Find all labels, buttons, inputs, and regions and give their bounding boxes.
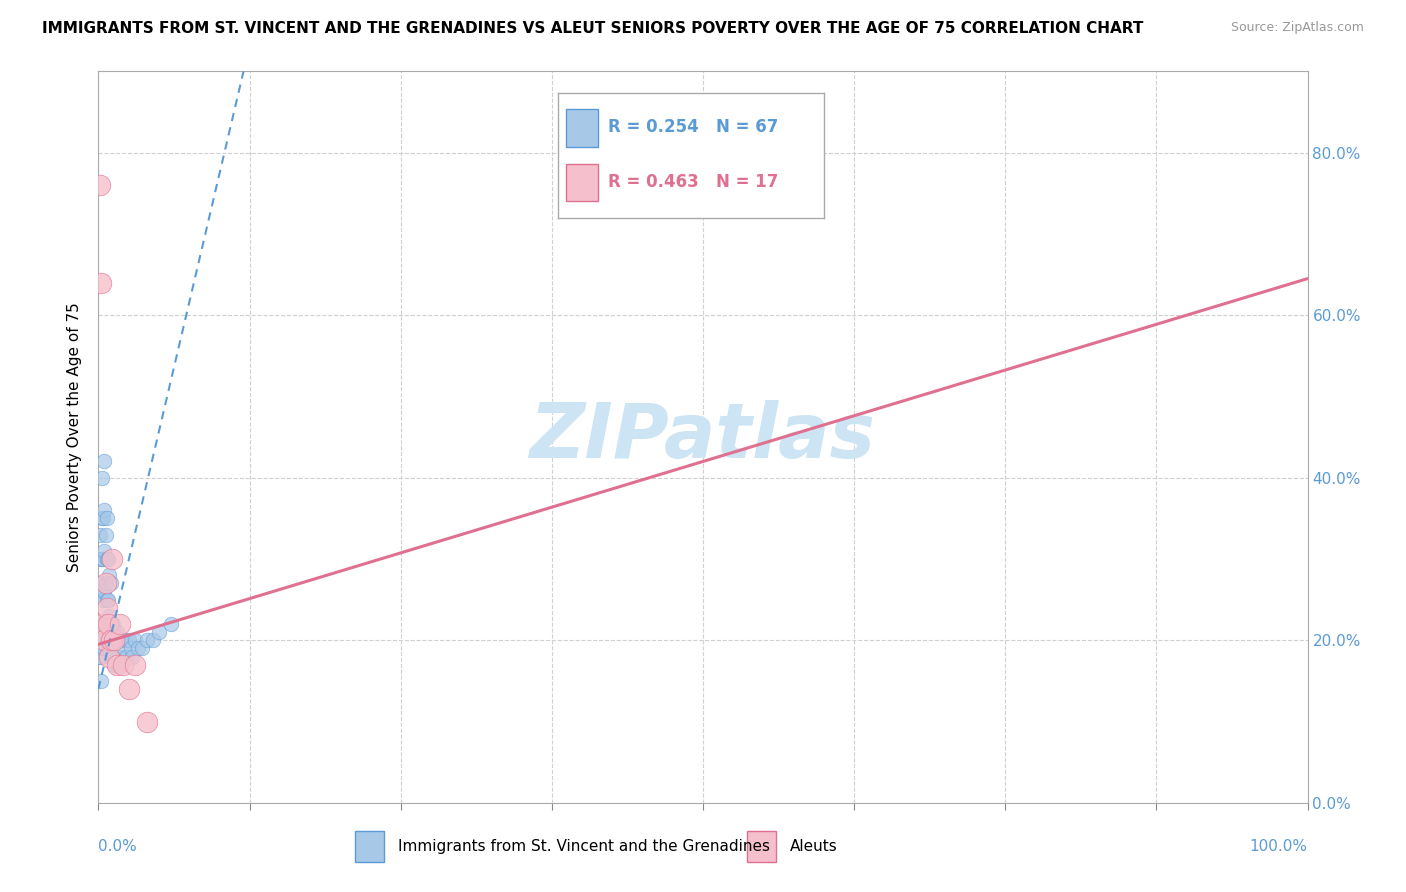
- Point: [89, 527, 111, 541]
- Point: [97, 617, 120, 632]
- Point: [100, 633, 122, 648]
- Point: [91, 511, 114, 525]
- Point: [100, 617, 122, 632]
- Y-axis label: Seniors Poverty Over the Age of 75: Seniors Poverty Over the Age of 75: [67, 302, 83, 572]
- Point: [90, 552, 112, 566]
- Point: [91, 617, 114, 632]
- Point: [90, 584, 112, 599]
- Point: [135, 714, 157, 729]
- Point: [89, 617, 111, 632]
- Point: [148, 625, 170, 640]
- Point: [94, 527, 117, 541]
- Point: [93, 641, 115, 656]
- Point: [131, 641, 153, 656]
- Point: [91, 584, 114, 599]
- Point: [103, 625, 125, 640]
- Point: [100, 649, 122, 664]
- Point: [104, 633, 127, 648]
- Point: [127, 641, 149, 656]
- Point: [103, 633, 125, 648]
- Text: 100.0%: 100.0%: [1250, 839, 1308, 855]
- Point: [93, 503, 115, 517]
- Point: [121, 649, 143, 664]
- Point: [98, 641, 121, 656]
- Point: [91, 471, 114, 485]
- Point: [105, 625, 128, 640]
- Point: [108, 633, 131, 648]
- Point: [96, 633, 118, 648]
- Point: [96, 600, 118, 615]
- Point: [118, 681, 141, 696]
- Point: [111, 657, 134, 672]
- Point: [93, 584, 115, 599]
- Point: [97, 633, 120, 648]
- Point: [90, 673, 112, 688]
- Point: [91, 641, 114, 656]
- Point: [97, 552, 120, 566]
- Point: [94, 576, 117, 591]
- Point: [98, 649, 121, 664]
- Point: [96, 592, 118, 607]
- Point: [91, 633, 114, 648]
- Point: [160, 617, 183, 632]
- Point: [110, 657, 132, 672]
- Point: [105, 657, 128, 672]
- Point: [93, 544, 115, 558]
- Point: [118, 633, 141, 648]
- Point: [124, 657, 146, 672]
- Point: [105, 657, 128, 672]
- Point: [94, 617, 117, 632]
- Point: [97, 592, 120, 607]
- Point: [94, 576, 117, 591]
- Point: [90, 276, 112, 290]
- Point: [90, 649, 112, 664]
- Point: [93, 617, 115, 632]
- Point: [101, 649, 124, 664]
- Point: [124, 633, 146, 648]
- Point: [91, 511, 114, 525]
- Point: [91, 617, 114, 632]
- Point: [142, 633, 165, 648]
- Point: [89, 649, 111, 664]
- Point: [98, 608, 121, 623]
- Text: IMMIGRANTS FROM ST. VINCENT AND THE GRENADINES VS ALEUT SENIORS POVERTY OVER THE: IMMIGRANTS FROM ST. VINCENT AND THE GREN…: [42, 21, 1143, 36]
- Point: [90, 617, 112, 632]
- Point: [96, 511, 118, 525]
- Text: Source: ZipAtlas.com: Source: ZipAtlas.com: [1230, 21, 1364, 34]
- Point: [101, 617, 124, 632]
- Point: [103, 657, 125, 672]
- Point: [98, 568, 121, 582]
- Point: [96, 552, 118, 566]
- Point: [115, 649, 138, 664]
- Point: [100, 576, 122, 591]
- Point: [100, 552, 122, 566]
- Point: [111, 641, 134, 656]
- Point: [107, 633, 129, 648]
- Point: [135, 633, 157, 648]
- Point: [120, 641, 142, 656]
- Point: [108, 617, 131, 632]
- Point: [100, 617, 122, 632]
- Point: [91, 552, 114, 566]
- Point: [89, 178, 111, 193]
- Text: 0.0%: 0.0%: [98, 839, 138, 855]
- Point: [114, 633, 136, 648]
- Point: [100, 649, 122, 664]
- Point: [91, 552, 114, 566]
- Point: [93, 633, 115, 648]
- Point: [93, 454, 115, 468]
- Text: ZIPatlas: ZIPatlas: [530, 401, 876, 474]
- Point: [89, 576, 111, 591]
- Point: [91, 592, 114, 607]
- Point: [108, 649, 131, 664]
